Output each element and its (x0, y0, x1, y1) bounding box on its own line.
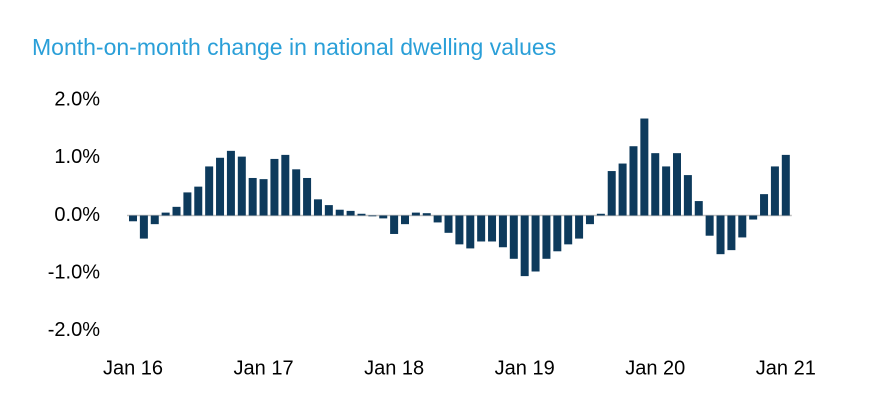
bar (205, 166, 214, 216)
bar (390, 215, 399, 234)
bar (651, 153, 660, 216)
bar (618, 163, 627, 216)
bar (237, 156, 246, 216)
y-tick-label: 0.0% (54, 204, 100, 226)
bar (259, 179, 268, 216)
bar (498, 215, 507, 248)
chart-title: Month-on-month change in national dwelli… (32, 34, 556, 60)
y-tick-label: -2.0% (48, 319, 100, 341)
bar (411, 212, 420, 216)
bar (161, 212, 170, 216)
bar (477, 215, 486, 242)
bar (216, 157, 225, 216)
bar (292, 169, 301, 216)
bar (281, 154, 290, 216)
bar (172, 206, 181, 216)
bar (433, 215, 442, 223)
bar (422, 213, 431, 216)
bar (553, 215, 562, 252)
bar (542, 215, 551, 259)
bar (248, 177, 257, 216)
bar (194, 186, 203, 216)
bar (716, 215, 725, 255)
bar (129, 215, 137, 222)
bar (596, 213, 605, 216)
bar (509, 215, 518, 259)
bar (662, 166, 671, 216)
bar (335, 209, 344, 216)
bar (607, 171, 616, 216)
bar (738, 215, 747, 238)
x-tick-label: Jan 20 (625, 357, 685, 379)
bar (379, 215, 388, 219)
y-tick-label: 2.0% (54, 88, 100, 110)
x-tick-label: Jan 18 (364, 357, 424, 379)
bar (401, 215, 409, 225)
y-tick-label: -1.0% (48, 262, 100, 284)
bar (760, 194, 769, 216)
bar (683, 175, 692, 216)
x-tick-label: Jan 17 (234, 357, 294, 379)
bar (150, 215, 159, 225)
bar (694, 201, 703, 216)
bar (183, 192, 192, 216)
bar (488, 215, 497, 242)
bar (727, 215, 736, 251)
bar (303, 177, 312, 216)
bar (324, 205, 333, 216)
x-tick-label: Jan 16 (103, 357, 163, 379)
x-tick-label: Jan 19 (495, 357, 555, 379)
bar (368, 215, 377, 217)
bar (444, 215, 453, 233)
bar (564, 215, 573, 245)
bar (466, 215, 475, 249)
x-tick-label: Jan 21 (756, 357, 816, 379)
bar (629, 146, 638, 216)
bar (575, 215, 584, 239)
bar (749, 215, 758, 220)
bar (585, 215, 594, 225)
bar (313, 199, 322, 216)
bar (673, 153, 681, 216)
bar (270, 158, 279, 216)
bar (357, 213, 366, 216)
bar (781, 154, 790, 216)
bar (770, 166, 779, 216)
bar (705, 215, 714, 236)
bar (640, 118, 649, 216)
bar (520, 215, 529, 277)
bar (226, 150, 235, 216)
bar (139, 215, 148, 239)
y-tick-label: 1.0% (54, 146, 100, 168)
bar (346, 210, 355, 216)
bar (455, 215, 464, 245)
bar (531, 215, 540, 272)
